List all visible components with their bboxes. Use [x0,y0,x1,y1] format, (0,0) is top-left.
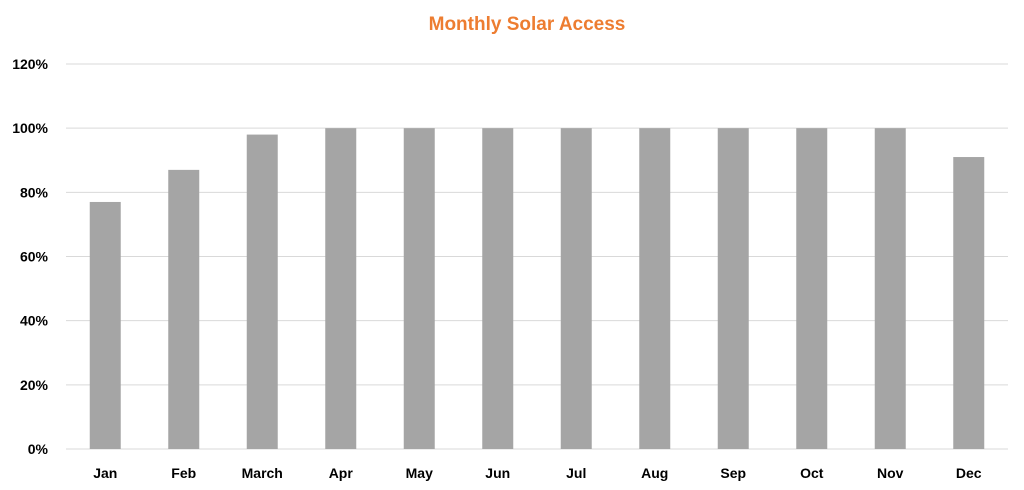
x-tick-label: Aug [641,465,668,481]
x-tick-label: Jan [93,465,117,481]
bar-jul [560,128,592,449]
x-tick-label: Nov [877,465,904,481]
bar-apr [325,128,357,449]
bar-jun [482,128,514,449]
chart-title: Monthly Solar Access [428,14,626,35]
x-tick-label: Jul [566,465,586,481]
y-tick-label: 60% [20,249,49,265]
x-axis-ticks: Jan Feb March Apr May Jun Jul Aug Sep Oct Nov Dec [93,465,982,481]
y-tick-label: 0% [28,441,49,457]
y-tick-label: 40% [20,313,49,329]
bar-may [403,128,435,449]
x-tick-label: Jun [485,465,510,481]
y-tick-label: 100% [12,120,48,136]
bar-aug [639,128,671,449]
bars [89,128,985,450]
bar-feb [168,169,200,449]
gridlines [66,63,1008,450]
y-tick-label: 80% [20,184,49,200]
x-tick-label: Dec [956,465,982,481]
y-tick-label: 120% [12,56,48,72]
x-tick-label: Sep [720,465,746,481]
bar-sep [717,128,749,449]
x-tick-label: March [242,465,283,481]
x-tick-label: May [406,465,433,481]
bar-dec [953,157,985,449]
bar-march [246,134,278,450]
x-tick-label: Oct [800,465,824,481]
x-tick-label: Apr [329,465,354,481]
bar-oct [796,128,828,449]
bar-jan [89,201,121,449]
y-axis-ticks: 0% 20% 40% 60% 80% 100% 120% [12,56,48,457]
bar-nov [874,128,906,449]
x-tick-label: Feb [171,465,196,481]
y-tick-label: 20% [20,377,49,393]
